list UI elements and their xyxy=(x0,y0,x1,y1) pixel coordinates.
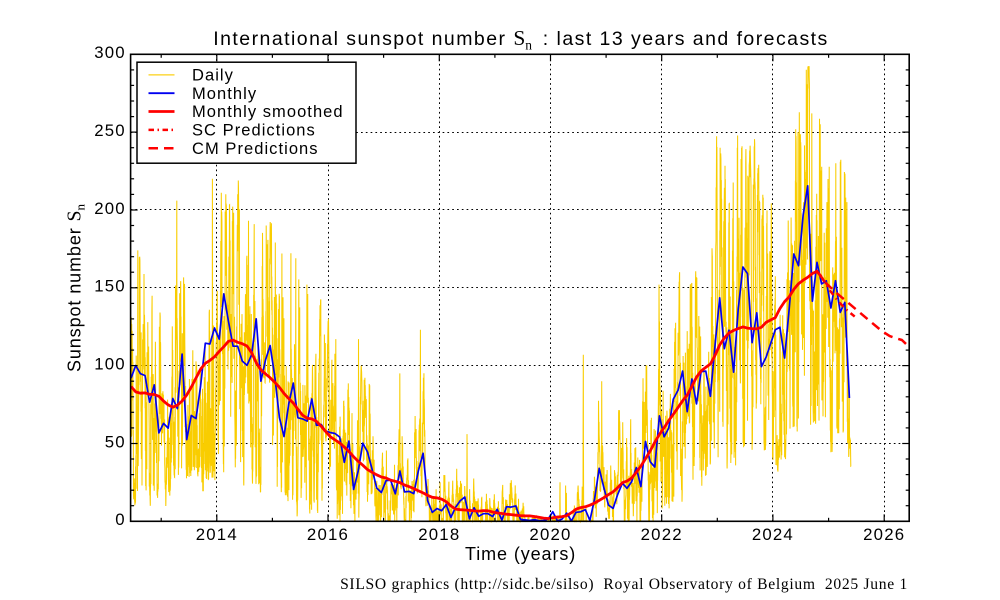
svg-text:150: 150 xyxy=(94,277,126,296)
svg-text:International sunspot number S: International sunspot number Sn : last 1… xyxy=(213,26,828,53)
svg-text:2016: 2016 xyxy=(307,525,349,544)
svg-text:SC Predictions: SC Predictions xyxy=(192,122,316,140)
svg-text:Monthly: Monthly xyxy=(192,85,257,103)
svg-text:50: 50 xyxy=(105,432,126,451)
svg-text:2020: 2020 xyxy=(529,525,571,544)
svg-text:Sunspot number Sn: Sunspot number Sn xyxy=(63,203,87,372)
svg-text:2014: 2014 xyxy=(196,525,238,544)
svg-text:200: 200 xyxy=(94,199,126,218)
svg-text:SILSO graphics (http://sidc.be: SILSO graphics (http://sidc.be/silso) Ro… xyxy=(340,576,908,593)
svg-text:2026: 2026 xyxy=(863,525,905,544)
svg-text:2024: 2024 xyxy=(752,525,794,544)
svg-text:CM Predictions: CM Predictions xyxy=(192,140,319,158)
svg-text:100: 100 xyxy=(94,354,126,373)
svg-text:Monthly smoothed: Monthly smoothed xyxy=(192,103,344,121)
svg-text:0: 0 xyxy=(115,510,126,529)
svg-text:250: 250 xyxy=(94,121,126,140)
svg-text:300: 300 xyxy=(94,43,126,62)
svg-text:Daily: Daily xyxy=(192,67,234,85)
svg-text:2018: 2018 xyxy=(418,525,460,544)
svg-text:2022: 2022 xyxy=(641,525,683,544)
svg-text:Time (years): Time (years) xyxy=(465,544,576,564)
